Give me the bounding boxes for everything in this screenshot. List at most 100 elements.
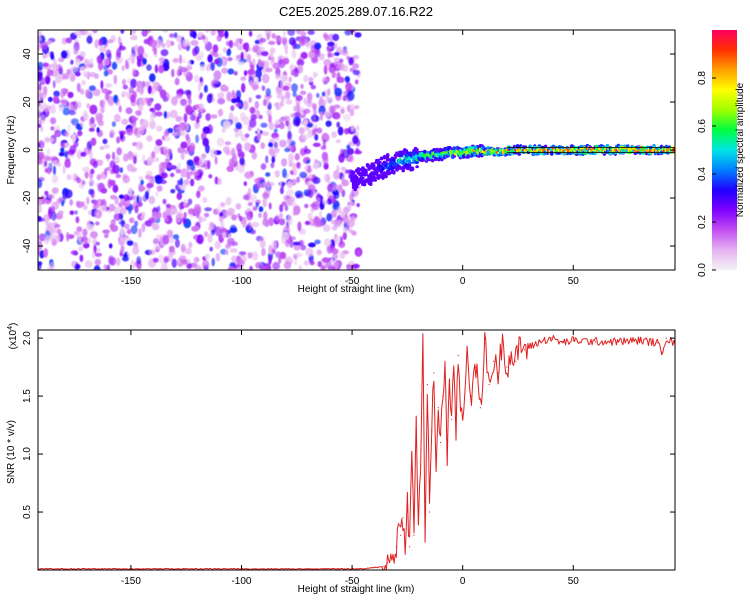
noise-blob bbox=[299, 90, 307, 96]
noise-blob bbox=[85, 89, 91, 99]
noise-blob bbox=[70, 66, 78, 73]
spectrogram-y-axis-label: Frequency (Hz) bbox=[6, 116, 17, 185]
noise-blob bbox=[318, 210, 323, 220]
noise-blob bbox=[103, 144, 110, 149]
noise-blob bbox=[38, 123, 42, 128]
noise-blob bbox=[129, 86, 133, 92]
snr-point bbox=[431, 430, 433, 432]
noise-blob bbox=[303, 189, 311, 197]
noise-blob bbox=[235, 103, 242, 108]
noise-blob bbox=[116, 147, 122, 156]
noise-blob bbox=[249, 211, 253, 219]
y-tick-label: 0.5 bbox=[22, 505, 33, 519]
noise-blob bbox=[162, 211, 168, 220]
noise-blob bbox=[146, 156, 153, 167]
noise-blob bbox=[259, 236, 264, 242]
noise-blob bbox=[144, 190, 149, 200]
noise-blob bbox=[262, 218, 269, 227]
noise-blob bbox=[106, 264, 110, 270]
noise-blob bbox=[95, 112, 103, 121]
noise-blob bbox=[332, 253, 339, 260]
noise-blob bbox=[212, 77, 220, 85]
noise-blob bbox=[161, 135, 166, 141]
noise-blob bbox=[288, 153, 294, 163]
snr-point bbox=[528, 346, 530, 348]
noise-blob bbox=[175, 115, 183, 122]
noise-blob bbox=[162, 198, 167, 205]
noise-blob bbox=[288, 37, 296, 46]
noise-blob bbox=[163, 136, 171, 142]
noise-blob bbox=[40, 126, 44, 132]
noise-blob bbox=[273, 128, 278, 133]
noise-blob bbox=[303, 148, 311, 155]
noise-blob bbox=[328, 265, 336, 270]
x-tick-label: -100 bbox=[231, 276, 251, 287]
noise-blob bbox=[121, 118, 129, 125]
noise-blob bbox=[65, 37, 72, 43]
noise-blob bbox=[289, 64, 295, 71]
noise-blob bbox=[111, 151, 116, 160]
noise-blob bbox=[194, 74, 199, 83]
noise-blob bbox=[266, 181, 271, 188]
noise-blob bbox=[227, 57, 233, 62]
noise-blob bbox=[173, 32, 178, 39]
noise-blob bbox=[199, 64, 206, 72]
noise-blob bbox=[303, 74, 309, 83]
noise-blob bbox=[335, 139, 342, 144]
noise-blob bbox=[239, 38, 243, 45]
noise-blob bbox=[262, 192, 269, 199]
noise-blob bbox=[269, 47, 276, 55]
noise-blob bbox=[292, 68, 299, 78]
noise-blob bbox=[134, 205, 139, 214]
noise-blob bbox=[69, 145, 77, 154]
noise-blob bbox=[184, 149, 189, 155]
noise-blob bbox=[163, 257, 169, 264]
noise-blob bbox=[284, 147, 291, 153]
noise-blob bbox=[225, 196, 232, 206]
noise-blob bbox=[227, 207, 235, 216]
noise-blob bbox=[44, 75, 51, 85]
noise-blob bbox=[90, 116, 95, 125]
noise-blob bbox=[330, 258, 334, 264]
noise-blob bbox=[341, 179, 350, 187]
noise-blob bbox=[50, 104, 56, 115]
noise-blob bbox=[309, 260, 315, 266]
noise-blob bbox=[312, 142, 321, 147]
noise-blob bbox=[265, 172, 271, 177]
snr-point bbox=[411, 453, 413, 455]
noise-blob bbox=[260, 142, 266, 150]
noise-blob bbox=[337, 184, 343, 194]
noise-blob bbox=[90, 168, 95, 175]
noise-blob bbox=[170, 189, 176, 194]
noise-blob bbox=[202, 260, 210, 269]
noise-blob bbox=[250, 171, 254, 178]
noise-blob bbox=[268, 217, 274, 227]
noise-blob bbox=[102, 98, 106, 108]
noise-blob bbox=[155, 157, 159, 163]
noise-blob bbox=[340, 166, 346, 171]
noise-blob bbox=[221, 67, 229, 74]
noise-blob bbox=[38, 261, 43, 266]
noise-blob bbox=[345, 82, 352, 92]
noise-blob bbox=[109, 129, 116, 139]
snr-point bbox=[470, 395, 473, 397]
noise-blob bbox=[355, 79, 359, 85]
noise-blob bbox=[46, 148, 51, 155]
snr-point bbox=[415, 418, 417, 420]
noise-blob bbox=[214, 156, 218, 165]
noise-blob bbox=[126, 151, 134, 161]
noise-blob bbox=[86, 196, 90, 205]
noise-blob bbox=[195, 210, 200, 219]
noise-blob bbox=[175, 212, 182, 223]
noise-blob bbox=[126, 240, 134, 246]
noise-blob bbox=[274, 170, 281, 178]
noise-blob bbox=[107, 52, 112, 61]
signal-blob bbox=[385, 153, 390, 158]
snr-point bbox=[594, 341, 597, 343]
noise-blob bbox=[283, 115, 291, 123]
signal-blob bbox=[353, 187, 358, 192]
noise-blob bbox=[252, 46, 259, 53]
noise-blob bbox=[269, 53, 274, 58]
noise-blob bbox=[270, 162, 275, 169]
noise-blob bbox=[62, 194, 66, 204]
